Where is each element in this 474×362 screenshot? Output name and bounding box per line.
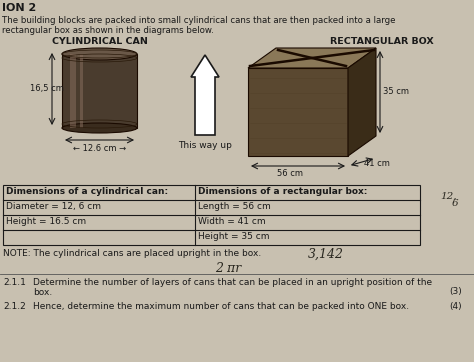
Text: This way up: This way up — [178, 141, 232, 150]
Text: 41 cm: 41 cm — [364, 159, 390, 168]
Text: Determine the number of layers of cans that can be placed in an upright position: Determine the number of layers of cans t… — [33, 278, 432, 287]
Ellipse shape — [62, 123, 137, 133]
Text: 2.1.1: 2.1.1 — [3, 278, 26, 287]
Text: ION 2: ION 2 — [2, 3, 36, 13]
Text: 16,5 cm: 16,5 cm — [30, 84, 64, 93]
Text: box.: box. — [33, 288, 52, 297]
Text: (3): (3) — [449, 287, 462, 296]
Polygon shape — [348, 48, 376, 156]
Text: Diameter = 12, 6 cm: Diameter = 12, 6 cm — [6, 202, 101, 211]
Text: 2.1.2: 2.1.2 — [3, 302, 26, 311]
Polygon shape — [62, 54, 137, 128]
Text: rectangular box as shown in the diagrams below.: rectangular box as shown in the diagrams… — [2, 26, 214, 35]
Polygon shape — [248, 68, 348, 156]
Text: (4): (4) — [449, 302, 462, 311]
Text: Dimensions of a cylindrical can:: Dimensions of a cylindrical can: — [6, 187, 168, 196]
Bar — [70, 54, 76, 128]
Bar — [3, 185, 420, 245]
Text: 12,: 12, — [440, 192, 456, 201]
Text: Height = 16.5 cm: Height = 16.5 cm — [6, 217, 86, 226]
Text: CYLINDRICAL CAN: CYLINDRICAL CAN — [52, 37, 148, 46]
Text: NOTE: The cylindrical cans are placed upright in the box.: NOTE: The cylindrical cans are placed up… — [3, 249, 261, 258]
Text: Dimensions of a rectangular box:: Dimensions of a rectangular box: — [198, 187, 367, 196]
Text: 56 cm: 56 cm — [277, 169, 303, 178]
Text: RECTANGULAR BOX: RECTANGULAR BOX — [330, 37, 434, 46]
Text: Length = 56 cm: Length = 56 cm — [198, 202, 271, 211]
Text: Height = 35 cm: Height = 35 cm — [198, 232, 270, 241]
Ellipse shape — [62, 48, 137, 60]
Text: 3,142: 3,142 — [308, 248, 344, 261]
Polygon shape — [191, 55, 219, 135]
Bar — [80, 54, 83, 128]
Text: Hence, determine the maximum number of cans that can be packed into ONE box.: Hence, determine the maximum number of c… — [33, 302, 409, 311]
Text: 6: 6 — [452, 199, 459, 208]
Polygon shape — [248, 48, 376, 68]
Text: Width = 41 cm: Width = 41 cm — [198, 217, 265, 226]
Text: 2 πr: 2 πr — [215, 262, 241, 275]
Text: The building blocks are packed into small cylindrical cans that are then packed : The building blocks are packed into smal… — [2, 16, 395, 25]
Text: ← 12.6 cm →: ← 12.6 cm → — [73, 144, 126, 153]
Text: 35 cm: 35 cm — [383, 88, 409, 97]
